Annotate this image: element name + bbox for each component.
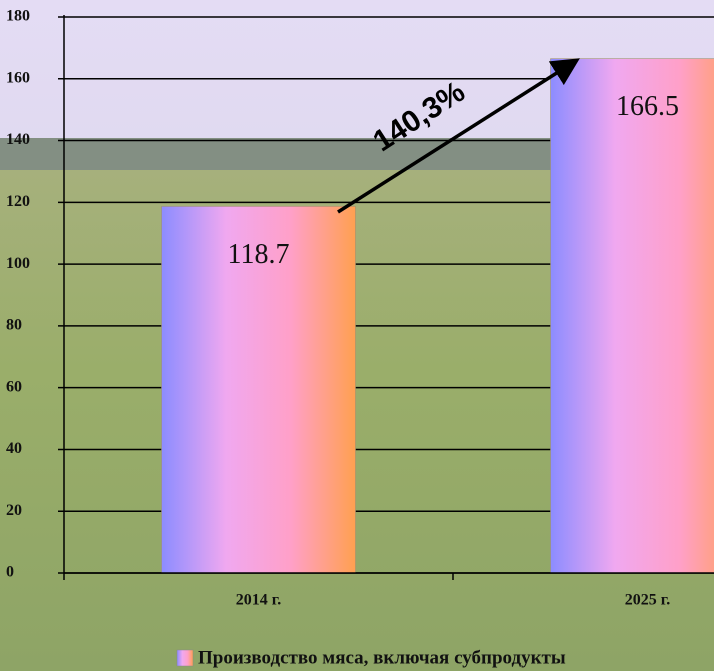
bar: [550, 58, 714, 574]
x-tick-label: 2014 г.: [236, 592, 281, 609]
value-label: 166.5: [616, 91, 679, 122]
y-tick-label: 0: [6, 564, 14, 581]
legend-swatch: [176, 649, 194, 667]
x-tick-label: 2025 г.: [625, 592, 670, 609]
y-tick-label: 20: [6, 502, 22, 519]
y-tick-label: 40: [6, 440, 22, 457]
y-tick-label: 180: [6, 8, 30, 25]
y-tick-label: 80: [6, 317, 22, 334]
y-tick-label: 60: [6, 378, 22, 395]
y-tick-label: 140: [6, 131, 30, 148]
growth-arrow: [337, 58, 580, 214]
bar: [161, 206, 356, 574]
y-tick-label: 100: [6, 255, 30, 272]
value-label: 118.7: [228, 239, 290, 270]
legend-label: Производство мяса, включая субпродукты: [198, 647, 566, 668]
y-tick-label: 160: [6, 69, 30, 86]
y-tick-label: 120: [6, 193, 30, 210]
